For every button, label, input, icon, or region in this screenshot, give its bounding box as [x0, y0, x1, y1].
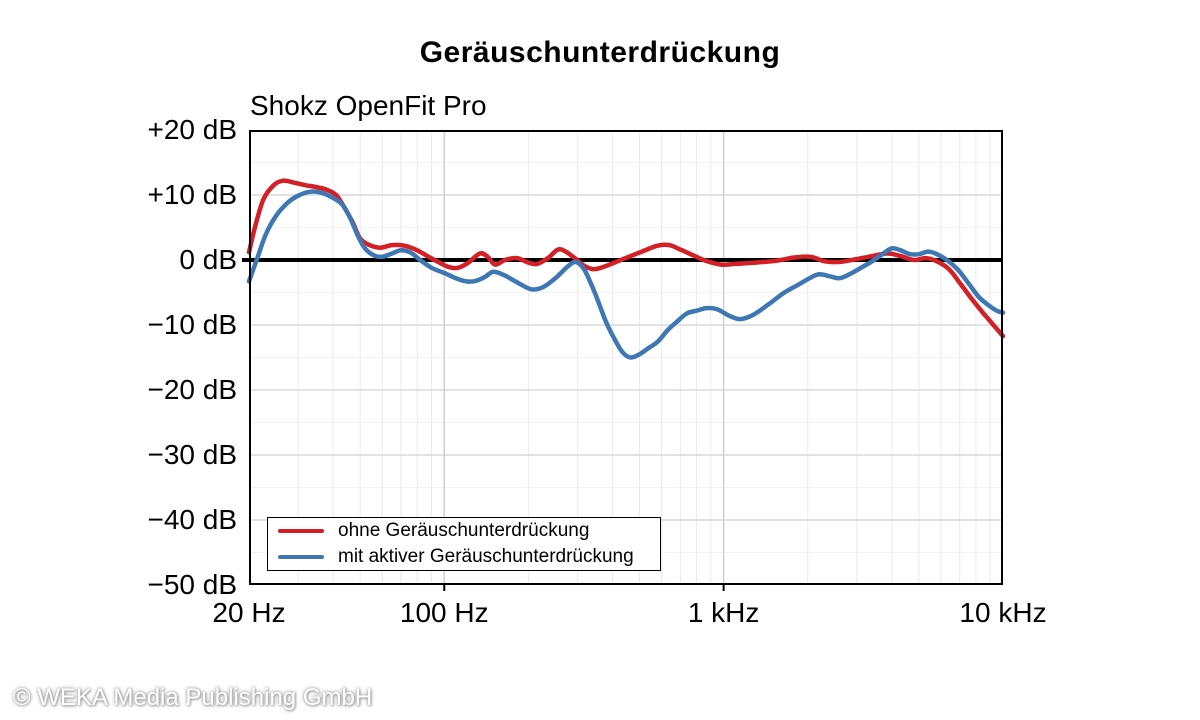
legend-label-without-anc: ohne Geräuschunterdrückung: [338, 520, 590, 541]
legend: ohne Geräuschunterdrückung mit aktiver G…: [267, 517, 661, 571]
y-tick-label: −40 dB: [147, 504, 237, 535]
x-tick-label: 100 Hz: [399, 597, 489, 628]
y-tick-label: −10 dB: [147, 309, 237, 340]
x-tick-label: 20 Hz: [212, 597, 286, 628]
legend-item-without-anc: ohne Geräuschunterdrückung: [268, 518, 660, 544]
legend-label-with-anc: mit aktiver Geräuschunterdrückung: [338, 546, 634, 567]
watermark: © WEKA Media Publishing GmbH: [13, 684, 373, 711]
curve-with-anc: [246, 189, 1006, 360]
y-tick-label: +20 dB: [147, 114, 237, 145]
y-tick-label: −50 dB: [147, 569, 237, 600]
y-tick-label: 0 dB: [179, 244, 237, 275]
y-tick-label: −20 dB: [147, 374, 237, 405]
y-tick-label: +10 dB: [147, 179, 237, 210]
legend-item-with-anc: mit aktiver Geräuschunterdrückung: [268, 544, 660, 570]
chart-subtitle: Shokz OpenFit Pro: [250, 90, 487, 121]
chart-title: Geräuschunterdrückung: [419, 36, 781, 69]
legend-line-blue: [278, 555, 324, 559]
y-tick-label: −30 dB: [147, 439, 237, 470]
x-tick-label: 10 kHz: [959, 597, 1047, 628]
plot-frame: [249, 130, 1003, 585]
x-tick-label: 1 kHz: [687, 597, 760, 628]
legend-line-red: [278, 529, 324, 533]
